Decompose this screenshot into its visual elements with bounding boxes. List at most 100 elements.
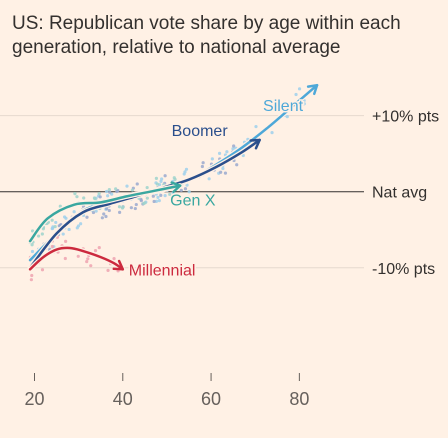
- dot-gen-x: [53, 224, 57, 229]
- dot-silent: [221, 166, 225, 171]
- dot-silent: [30, 249, 35, 254]
- dot-gen-x: [114, 187, 118, 191]
- dot-gen-x: [155, 182, 160, 186]
- dot-boomer: [135, 182, 139, 186]
- dot-gen-x: [143, 201, 147, 205]
- dot-boomer: [235, 163, 239, 167]
- dot-gen-x: [82, 196, 86, 200]
- dot-silent: [61, 232, 65, 236]
- dot-gen-x: [168, 192, 172, 196]
- dot-silent: [79, 222, 83, 226]
- dot-gen-x: [36, 234, 41, 238]
- series-label-millennial: Millennial: [129, 262, 196, 279]
- dot-millennial: [93, 249, 98, 253]
- dot-silent: [210, 157, 214, 161]
- dot-boomer: [118, 210, 122, 214]
- dot-silent: [254, 125, 258, 129]
- x-tick-label-40: 40: [113, 389, 133, 409]
- dot-millennial: [106, 268, 110, 272]
- dot-millennial: [85, 259, 89, 264]
- reference-lines: +10% pts Nat avg -10% pts: [0, 109, 439, 278]
- chart-title: US: Republican vote share by age within …: [12, 13, 401, 58]
- dot-boomer: [232, 144, 236, 148]
- series-label-silent: Silent: [263, 98, 304, 115]
- dot-millennial: [86, 257, 90, 261]
- series-label-boomer: Boomer: [172, 123, 229, 140]
- line-gen-x: [28, 184, 182, 243]
- ref-label-2: -10% pts: [372, 261, 435, 278]
- dot-boomer: [107, 208, 111, 213]
- dot-boomer: [102, 212, 106, 216]
- dot-boomer: [163, 174, 167, 178]
- dot-gen-x: [97, 191, 101, 196]
- dot-millennial: [40, 268, 45, 272]
- dot-gen-x: [75, 195, 79, 199]
- dot-silent: [302, 102, 306, 106]
- dot-gen-x: [130, 188, 134, 192]
- dot-silent: [50, 227, 54, 231]
- dot-millennial: [112, 257, 116, 261]
- series-label-gen-x: Gen X: [170, 193, 216, 210]
- x-tick-label-60: 60: [201, 389, 221, 409]
- arrow-boomer: [249, 138, 261, 150]
- dot-silent: [67, 227, 71, 232]
- dot-boomer: [201, 161, 205, 165]
- dot-boomer: [159, 193, 163, 197]
- dot-silent: [225, 150, 229, 154]
- dot-silent: [106, 194, 110, 198]
- dot-silent: [297, 87, 302, 91]
- dot-boomer: [129, 206, 133, 210]
- dot-gen-x: [107, 187, 111, 192]
- dot-gen-x: [30, 243, 34, 247]
- dot-gen-x: [173, 177, 177, 181]
- dot-silent: [184, 167, 189, 171]
- arrow-gen-x: [170, 181, 182, 193]
- dot-boomer: [105, 207, 109, 211]
- dot-boomer: [85, 215, 89, 219]
- dot-boomer: [98, 195, 102, 199]
- dot-boomer: [100, 216, 104, 220]
- dot-silent: [285, 114, 289, 119]
- dot-boomer: [104, 214, 108, 219]
- dot-silent: [94, 209, 98, 213]
- dot-boomer: [133, 206, 137, 211]
- dot-gen-x: [154, 176, 158, 180]
- dot-silent: [62, 215, 67, 219]
- dot-gen-x: [40, 232, 44, 236]
- dot-gen-x: [145, 185, 149, 190]
- dot-silent: [270, 130, 274, 135]
- dot-silent: [185, 183, 189, 187]
- arrow-silent: [306, 83, 319, 96]
- dot-boomer: [183, 187, 188, 191]
- dot-boomer: [200, 164, 204, 169]
- series-lines: [27, 82, 320, 272]
- dot-boomer: [152, 199, 156, 204]
- dot-millennial: [50, 244, 54, 249]
- x-tick-label-20: 20: [24, 389, 44, 409]
- dot-silent: [294, 92, 298, 97]
- dot-millennial: [30, 273, 34, 278]
- x-tick-label-80: 80: [289, 389, 309, 409]
- dot-silent: [157, 199, 161, 203]
- dot-millennial: [29, 278, 33, 282]
- dot-silent: [207, 177, 211, 181]
- dot-silent: [183, 170, 187, 174]
- dot-boomer: [151, 194, 155, 198]
- dot-silent: [75, 226, 79, 230]
- dot-millennial: [63, 256, 67, 261]
- dot-gen-x: [30, 229, 35, 233]
- dot-silent: [154, 199, 159, 203]
- ref-label-1: Nat avg: [372, 185, 427, 202]
- dot-silent: [159, 179, 163, 183]
- dot-boomer: [179, 188, 183, 192]
- line-millennial: [28, 246, 125, 271]
- dot-millennial: [76, 254, 80, 258]
- dot-millennial: [89, 264, 93, 268]
- arrow-millennial: [112, 259, 125, 271]
- x-axis: 20 40 60 80: [24, 373, 309, 409]
- dot-millennial: [97, 246, 101, 250]
- dot-silent: [125, 184, 129, 188]
- dot-silent: [156, 195, 160, 199]
- dot-boomer: [115, 189, 119, 194]
- dot-gen-x: [50, 218, 54, 222]
